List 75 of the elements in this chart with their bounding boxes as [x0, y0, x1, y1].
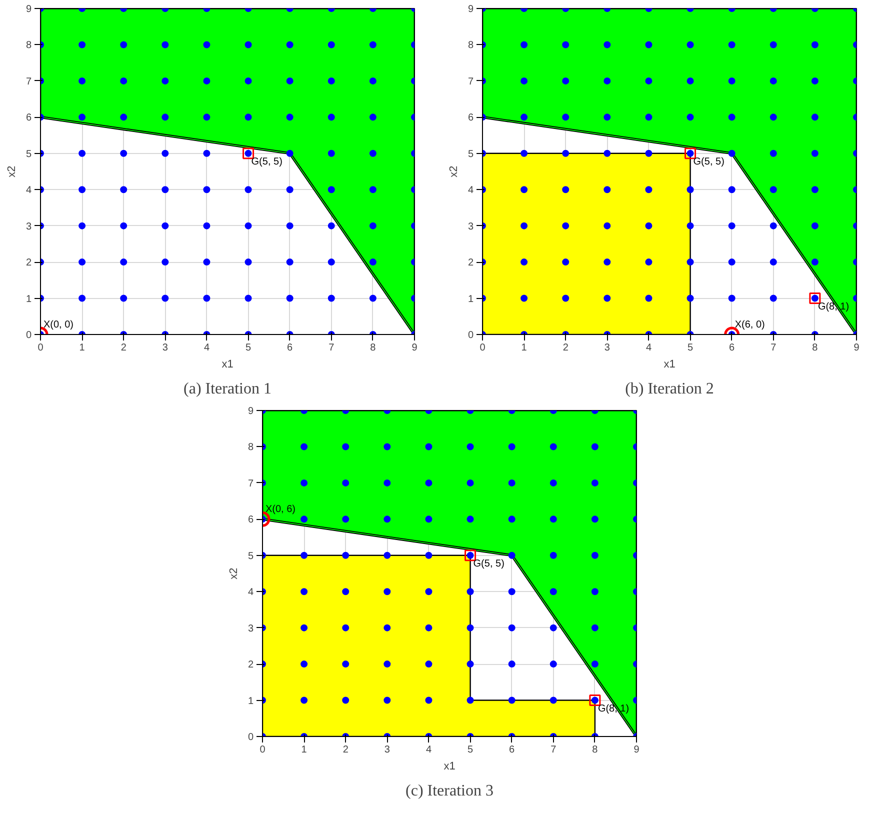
x-tick-label: 5 — [687, 342, 694, 354]
x-tick-label: 1 — [79, 342, 86, 354]
annotation: X(6, 0) — [734, 320, 765, 330]
x-axis-title: x1 — [222, 358, 234, 370]
x-tick-label: 0 — [480, 342, 486, 354]
y-tick-label: 4 — [26, 185, 32, 196]
y-tick-label: 9 — [468, 4, 474, 15]
annotation: X(0, 6) — [266, 504, 296, 516]
y-tick-label: 3 — [248, 623, 254, 634]
x-axis-title: x1 — [664, 358, 676, 370]
y-tick-label: 9 — [26, 4, 32, 15]
annotation: G(8, 1) — [598, 703, 630, 714]
x-tick-label: 3 — [384, 744, 390, 756]
x-tick-label: 1 — [301, 744, 308, 756]
y-tick-label: 8 — [26, 40, 32, 52]
annotation: G(5, 5) — [473, 558, 504, 570]
y-tick-label: 2 — [248, 660, 254, 671]
y-tick-label: 5 — [468, 148, 474, 160]
x-tick-label: 4 — [426, 744, 432, 756]
x-tick-label: 8 — [370, 342, 376, 354]
y-tick-label: 1 — [468, 294, 474, 305]
x-tick-label: 8 — [812, 342, 818, 354]
y-axis-title: x2 — [6, 166, 18, 178]
x-tick-label: 2 — [342, 744, 349, 756]
y-tick-label: 7 — [468, 76, 474, 88]
x-tick-label: 6 — [287, 342, 294, 354]
y-tick-label: 6 — [26, 112, 32, 124]
y-tick-label: 3 — [468, 221, 474, 232]
y-tick-label: 4 — [468, 185, 474, 196]
x-tick-label: 8 — [592, 744, 598, 756]
y-tick-label: 2 — [468, 258, 474, 269]
y-tick-label: 8 — [248, 442, 254, 454]
y-tick-label: 4 — [248, 587, 254, 598]
x-tick-label: 2 — [120, 342, 127, 354]
x-tick-label: 7 — [770, 342, 777, 354]
x-tick-label: 7 — [328, 342, 335, 354]
y-tick-label: 6 — [248, 514, 254, 526]
annotation: G(8, 1) — [818, 301, 850, 312]
y-tick-label: 5 — [248, 550, 254, 562]
y-tick-label: 7 — [26, 76, 32, 88]
x-tick-label: 7 — [550, 744, 557, 756]
x-tick-label: 6 — [729, 342, 736, 354]
text: (b) Iteration 2 — [625, 380, 714, 398]
x-tick-label: 3 — [162, 342, 168, 354]
y-axis-title: x2 — [228, 568, 240, 580]
x-tick-label: 9 — [634, 744, 640, 756]
text: (a) Iteration 1 — [184, 380, 272, 398]
y-tick-label: 7 — [248, 478, 254, 490]
x-tick-label: 1 — [521, 342, 528, 354]
x-tick-label: 4 — [204, 342, 210, 354]
annotation: G(5, 5) — [693, 156, 724, 168]
x-tick-label: 6 — [509, 744, 516, 756]
x-tick-label: 0 — [260, 744, 266, 756]
y-tick-label: 6 — [468, 112, 474, 124]
y-tick-label: 5 — [26, 148, 32, 160]
x-tick-label: 9 — [854, 342, 860, 354]
text: (c) Iteration 3 — [406, 782, 494, 800]
x-tick-label: 0 — [38, 342, 44, 354]
x-tick-label: 9 — [412, 342, 418, 354]
y-tick-label: 3 — [26, 221, 32, 232]
annotation: X(0, 0) — [44, 320, 74, 330]
y-tick-label: 0 — [26, 330, 32, 341]
y-tick-label: 0 — [248, 732, 254, 743]
y-tick-label: 1 — [248, 696, 254, 707]
x-tick-label: 3 — [604, 342, 610, 354]
annotation: G(5, 5) — [251, 156, 282, 168]
y-tick-label: 0 — [468, 330, 474, 341]
x-tick-label: 4 — [646, 342, 652, 354]
y-tick-label: 9 — [248, 406, 254, 417]
y-tick-label: 2 — [26, 258, 32, 269]
y-tick-label: 1 — [26, 294, 32, 305]
y-axis-title: x2 — [448, 166, 460, 178]
x-axis-title: x1 — [444, 760, 456, 772]
x-tick-label: 2 — [562, 342, 569, 354]
y-tick-label: 8 — [468, 40, 474, 52]
